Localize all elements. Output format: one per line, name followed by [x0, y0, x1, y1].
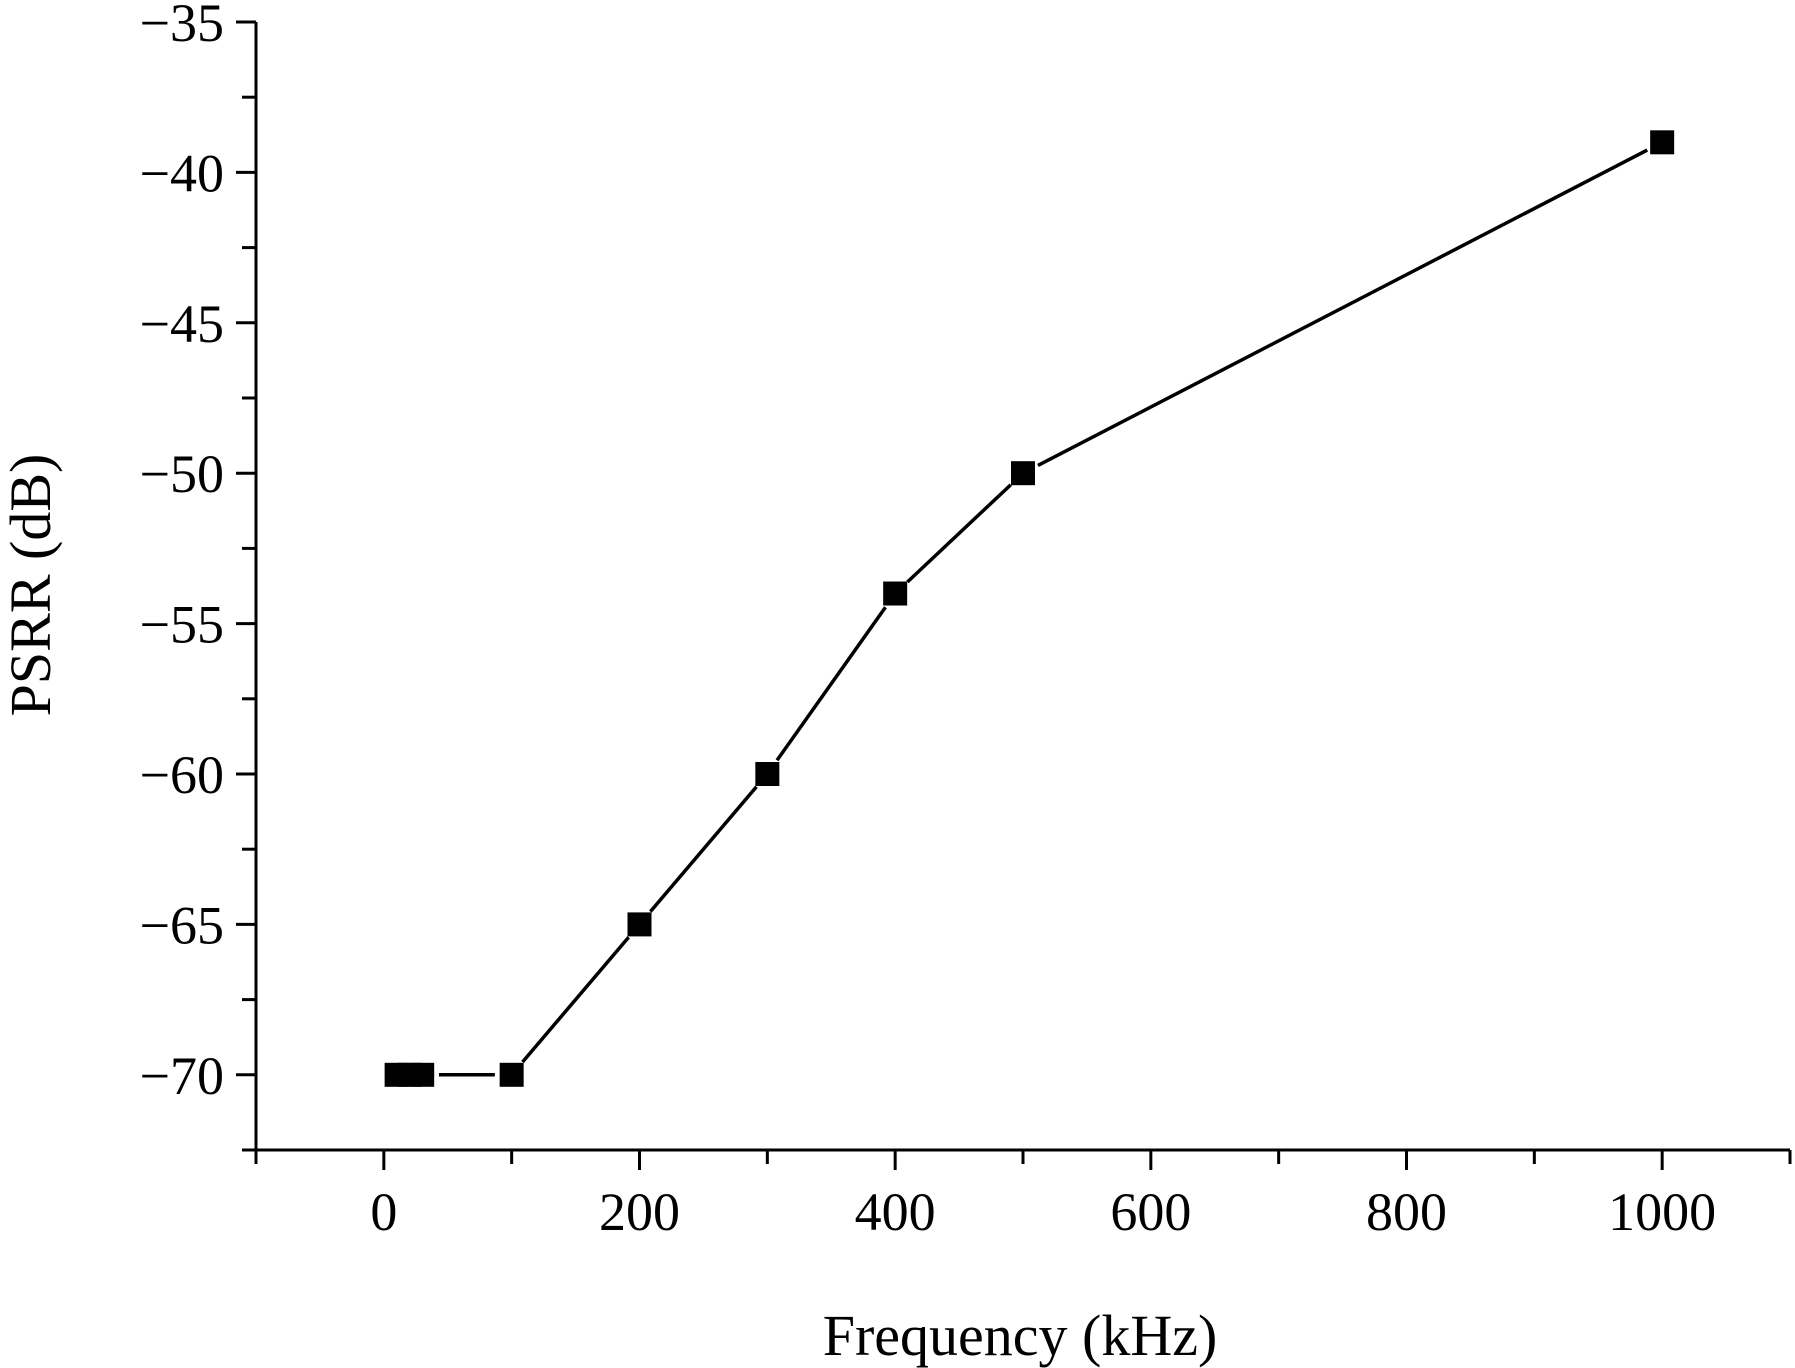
series-line-segment: [906, 483, 1012, 584]
plot-area: 0 200 400 600 800 1000 −70−65−60−55−50−45−40−…: [140, 0, 1792, 1242]
x-tick-label: 800: [1366, 1182, 1447, 1242]
y-tick-label: −35: [140, 0, 224, 53]
x-tick-label: 600: [1110, 1182, 1191, 1242]
series-markers: [384, 130, 1675, 1087]
series-line-segment: [521, 936, 630, 1064]
data-point-marker: [1650, 130, 1675, 155]
x-axis-title: Frequency (kHz): [823, 1303, 1218, 1368]
y-tick-label: −45: [140, 294, 224, 354]
data-point-marker: [499, 1062, 524, 1087]
y-axis-title: PSRR (dB): [0, 454, 63, 717]
y-tick-label: −65: [140, 895, 224, 955]
y-tick-label: −70: [140, 1046, 224, 1106]
data-point-marker: [627, 912, 652, 937]
series-lines: [438, 148, 1649, 1077]
series-line-segment: [649, 785, 758, 913]
data-point-marker: [410, 1062, 435, 1087]
y-axis-ticks: −70 −65 −60 −55 −50 −45 −40 −35: [140, 0, 256, 1152]
series-line-segment: [775, 606, 887, 762]
data-point-marker: [1011, 461, 1035, 486]
data-point-marker: [883, 581, 908, 606]
y-tick-label: −50: [140, 444, 224, 504]
x-tick-label: 400: [855, 1182, 936, 1242]
y-tick-label: −60: [140, 745, 224, 805]
y-tick-label: −40: [140, 143, 224, 203]
series-line-segment: [1037, 148, 1649, 468]
x-tick-label: 0: [370, 1182, 397, 1242]
x-tick-label: 1000: [1608, 1182, 1716, 1242]
y-tick-label: −55: [140, 595, 224, 655]
data-point-marker: [755, 762, 780, 786]
x-tick-label: 200: [599, 1182, 680, 1242]
x-axis-ticks: 0 200 400 600 800 1000: [254, 1150, 1792, 1242]
